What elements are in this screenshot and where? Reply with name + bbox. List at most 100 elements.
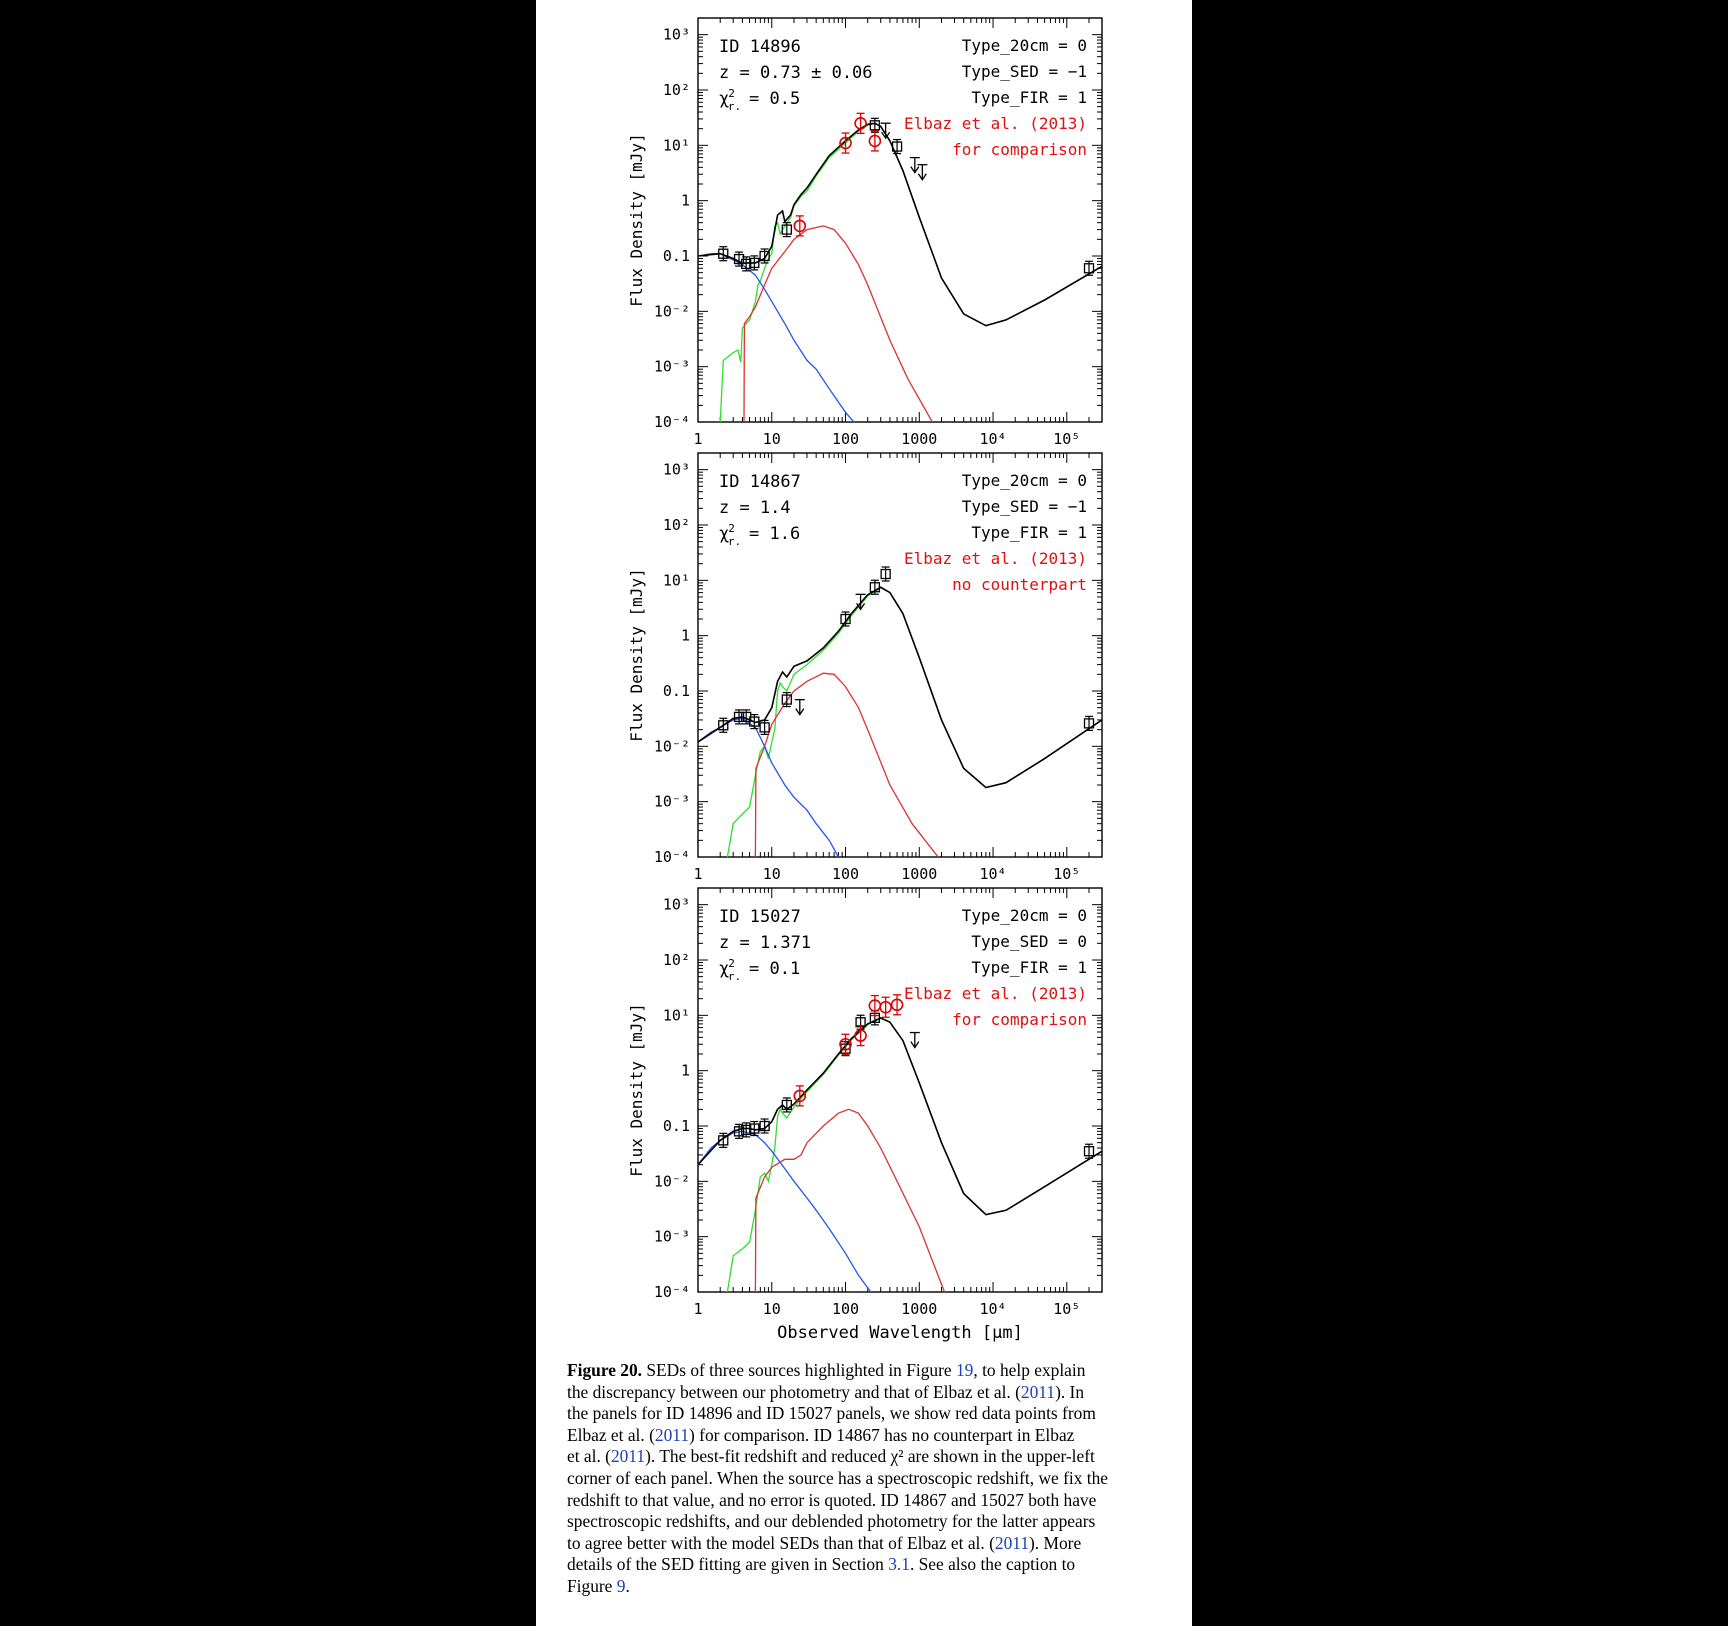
caption-text: et al. (	[567, 1446, 611, 1467]
caption-reference-link[interactable]: 2011	[994, 1532, 1030, 1553]
type-flag-label: Type_SED = −1	[962, 62, 1087, 81]
comparison-note: for comparison	[952, 1010, 1087, 1029]
y-tick-label: 0.1	[663, 1117, 690, 1135]
type-flag-label: Type_FIR = 1	[971, 523, 1087, 542]
caption-text: , to help explain	[973, 1360, 1086, 1380]
x-tick-label: 10⁵	[1053, 430, 1080, 448]
caption-line: corner of each panel. When the source ha…	[567, 1468, 1177, 1490]
chi-square-symbol: χ2 r.	[719, 957, 741, 983]
y-axis-label: Flux Density [mJy]	[627, 133, 646, 306]
panel-id-label: ID 14867	[719, 472, 801, 492]
caption-text: spectroscopic redshifts, and our deblend…	[567, 1511, 1096, 1532]
comparison-note: Elbaz et al. (2013)	[904, 549, 1087, 568]
x-tick-label: 10	[763, 430, 781, 448]
x-tick-label: 10⁴	[979, 865, 1006, 883]
y-tick-label: 10²	[663, 81, 690, 99]
type-flag-label: Type_FIR = 1	[971, 88, 1087, 107]
chi-square-symbol: χ2 r.	[719, 522, 741, 548]
caption-text: ). More	[1029, 1532, 1082, 1553]
caption-line: to agree better with the model SEDs than…	[567, 1533, 1177, 1555]
caption-text: the panels for ID 14896 and ID 15027 pan…	[567, 1403, 1096, 1424]
caption-reference-link[interactable]: 2011	[654, 1424, 690, 1445]
x-tick-label: 1000	[901, 1300, 937, 1318]
caption-text: redshift to that value, and no error is …	[567, 1489, 1097, 1510]
figure-caption: Figure 20. SEDs of three sources highlig…	[567, 1360, 1177, 1598]
x-tick-label: 100	[832, 865, 859, 883]
x-axis-label: Observed Wavelength [μm]	[777, 1323, 1023, 1343]
data-point	[781, 694, 792, 705]
x-tick-label: 100	[832, 1300, 859, 1318]
comparison-point	[868, 134, 882, 148]
caption-text: Elbaz et al. (	[567, 1424, 655, 1445]
data-point	[781, 224, 792, 235]
type-flag-label: Type_SED = 0	[971, 932, 1087, 951]
caption-reference-link[interactable]: 2011	[610, 1446, 646, 1467]
comparison-note: Elbaz et al. (2013)	[904, 114, 1087, 133]
caption-text: Figure	[567, 1575, 617, 1596]
data-point	[733, 711, 745, 723]
chi-square-symbol: χ2 r.	[719, 87, 741, 113]
data-point	[759, 1120, 770, 1132]
data-point	[718, 720, 729, 731]
caption-line: et al. (2011). The best-fit redshift and…	[567, 1446, 1177, 1468]
x-tick-label: 1	[693, 865, 702, 883]
plot-frame	[697, 452, 1103, 858]
caption-reference-link[interactable]: 9	[616, 1575, 626, 1596]
y-tick-label: 1	[681, 1062, 690, 1080]
sed-curve-model-red	[754, 672, 939, 857]
x-tick-label: 1	[693, 430, 702, 448]
sed-panel-3: 1 10 100 1000 10⁴ 10⁵ 10⁻⁴ 10⁻³ 10⁻² 0.1 1 10¹ 10² 10…	[627, 887, 1103, 1318]
caption-text: corner of each panel. When the source ha…	[567, 1467, 1108, 1488]
plot-frame	[697, 887, 1103, 1293]
y-tick-label: 10⁻²	[654, 302, 690, 320]
caption-line: Figure 9.	[567, 1576, 1177, 1598]
y-tick-label: 10⁻²	[654, 737, 690, 755]
sed-curve-model-green	[726, 1017, 1102, 1292]
upper-limit-arrow	[881, 123, 891, 140]
comparison-point	[879, 1000, 892, 1014]
data-point	[1083, 718, 1095, 729]
data-point	[718, 1135, 729, 1146]
sed-curve-model-blue	[698, 717, 839, 857]
caption-label: Figure 20.	[567, 1360, 643, 1380]
upper-limit-arrow	[917, 164, 927, 181]
y-tick-label: 0.1	[663, 247, 690, 265]
y-tick-label: 1	[681, 627, 690, 645]
data-point	[869, 582, 881, 593]
y-tick-label: 10¹	[663, 571, 690, 589]
data-point	[880, 568, 891, 580]
caption-reference-link[interactable]: 2011	[1020, 1381, 1056, 1402]
caption-text: . See also the caption to	[909, 1554, 1076, 1575]
y-axis-label: Flux Density [mJy]	[627, 568, 646, 741]
caption-reference-link[interactable]: 3.1	[888, 1554, 910, 1575]
y-tick-label: 10³	[663, 896, 690, 914]
data-point	[718, 248, 729, 259]
redshift-label: z = 0.73 ± 0.06	[719, 63, 873, 83]
comparison-point	[854, 1029, 867, 1042]
data-point	[1083, 1146, 1095, 1157]
y-tick-label: 10²	[663, 516, 690, 534]
comparison-note: no counterpart	[952, 575, 1087, 594]
redshift-label: z = 1.371	[719, 933, 811, 953]
comparison-point	[793, 219, 807, 233]
comparison-note: for comparison	[952, 140, 1087, 159]
y-tick-label: 10²	[663, 951, 690, 969]
caption-line: Elbaz et al. (2011) for comparison. ID 1…	[567, 1425, 1177, 1447]
type-flag-label: Type_20cm = 0	[962, 906, 1087, 925]
caption-text: ) for comparison. ID 14867 has no counte…	[689, 1424, 1075, 1445]
comparison-point	[839, 1037, 852, 1051]
plot-frame	[697, 17, 1103, 423]
x-tick-label: 1000	[901, 865, 937, 883]
y-tick-label: 10⁻³	[654, 1228, 690, 1246]
x-tick-label: 10⁵	[1053, 1300, 1080, 1318]
data-point	[759, 722, 770, 733]
caption-line: details of the SED fitting are given in …	[567, 1554, 1177, 1576]
y-tick-label: 10⁻⁴	[654, 848, 690, 866]
y-tick-label: 10⁻³	[654, 793, 690, 811]
redshift-label: z = 1.4	[719, 498, 791, 518]
data-point	[749, 716, 760, 727]
sed-curve-model-red	[754, 1108, 946, 1292]
caption-reference-link[interactable]: 19	[955, 1360, 974, 1380]
caption-text: to agree better with the model SEDs than…	[567, 1532, 995, 1553]
comparison-point	[854, 117, 867, 130]
